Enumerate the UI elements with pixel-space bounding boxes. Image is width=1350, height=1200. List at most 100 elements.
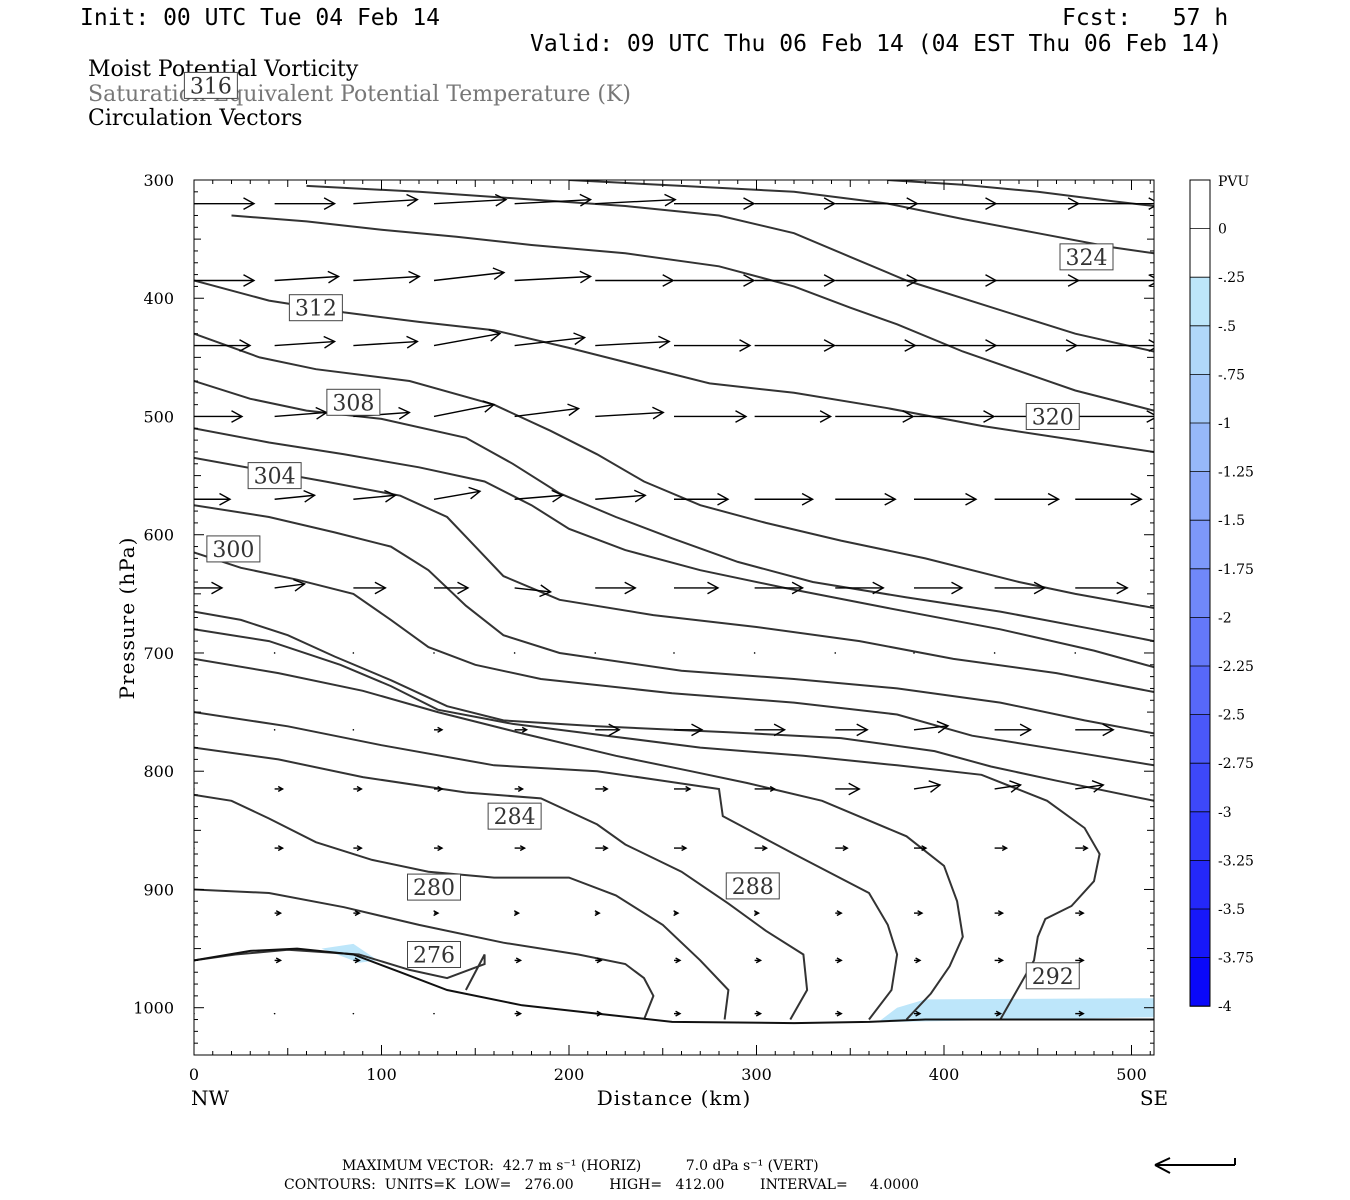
wind-vector xyxy=(754,785,777,793)
contour-label: 316 xyxy=(190,74,232,99)
contour-note: CONTOURS: UNITS=K LOW= 276.00 HIGH= 412.… xyxy=(284,1177,919,1193)
contour-label: 280 xyxy=(413,876,455,901)
wind-vector xyxy=(993,652,996,654)
wind-vector xyxy=(273,652,276,654)
wind-vector xyxy=(194,581,224,595)
wind-vector xyxy=(353,910,361,917)
theta-contour-288 xyxy=(194,746,809,1020)
wind-vector xyxy=(353,335,419,349)
colorbar-tick-label: -2.5 xyxy=(1218,708,1245,724)
wind-vector xyxy=(434,785,444,793)
colorbar-unit: PVU xyxy=(1218,174,1250,190)
colorbar-tick-label: -3.75 xyxy=(1218,951,1254,967)
y-tick-label: 1000 xyxy=(133,999,174,1018)
wind-vector xyxy=(514,584,553,598)
wind-vector xyxy=(754,197,837,211)
wind-vector xyxy=(1075,845,1089,852)
wind-vector xyxy=(514,193,593,207)
wind-vector xyxy=(835,782,861,796)
wind-vector xyxy=(994,780,1023,793)
wind-vector xyxy=(913,780,942,793)
contour-label: 300 xyxy=(212,538,254,563)
wind-vector xyxy=(274,270,341,284)
field-title-pv: Moist Potential Vorticity xyxy=(88,57,359,82)
wind-vector xyxy=(754,492,815,506)
theta-contour-296 xyxy=(194,628,1101,1020)
forecast-hour: Fcst: 57 h xyxy=(1062,5,1229,31)
wind-vector xyxy=(514,332,587,347)
colorbar-tick-label: 0 xyxy=(1218,222,1227,238)
field-title-theta: Saturation Equivalent Potential Temperat… xyxy=(88,82,631,107)
wind-vector xyxy=(753,652,756,654)
y-tick-label: 900 xyxy=(143,880,174,899)
wind-vector xyxy=(433,910,440,917)
wind-vector xyxy=(514,726,529,733)
contour-label: 288 xyxy=(732,875,774,900)
wind-vector xyxy=(753,910,761,917)
wind-vector xyxy=(914,910,924,917)
wind-vector xyxy=(274,957,283,964)
colorbar-tick-label: -1.25 xyxy=(1218,465,1254,481)
contour-label: 276 xyxy=(413,943,455,968)
wind-vector xyxy=(434,581,470,595)
theta-contour-276 xyxy=(194,948,486,991)
wind-vector xyxy=(1075,780,1105,793)
theta-contour-320 xyxy=(194,380,1154,643)
wind-vector xyxy=(194,492,232,506)
wind-vector xyxy=(434,845,444,852)
wind-vector xyxy=(674,274,756,287)
contour-label: 292 xyxy=(1032,965,1074,990)
wind-vector xyxy=(1075,197,1154,211)
colorbar-tick-label: -.25 xyxy=(1218,270,1245,286)
terrain-line xyxy=(194,947,1154,1025)
contour-label-box xyxy=(288,294,343,322)
contour-label-box xyxy=(407,873,461,901)
wind-vector xyxy=(835,581,885,595)
wind-vector xyxy=(595,489,647,503)
wind-vector xyxy=(754,274,837,287)
theta-contour-336 xyxy=(306,184,1154,353)
valid-time: Valid: 09 UTC Thu 06 Feb 14 (04 EST Thu … xyxy=(530,31,1223,57)
contour-label-box xyxy=(1059,243,1114,271)
wind-vector xyxy=(994,339,1079,352)
wind-vector xyxy=(274,489,317,503)
wind-vector xyxy=(352,729,355,731)
wind-vector xyxy=(1075,723,1115,737)
colorbar-swatch xyxy=(1190,277,1210,326)
wind-vector xyxy=(514,489,565,503)
wind-vector xyxy=(1074,652,1077,654)
colorbar-tick-label: -1.5 xyxy=(1218,513,1245,529)
wind-vector xyxy=(914,274,998,287)
wind-vector xyxy=(754,339,837,352)
wind-vector xyxy=(1075,581,1129,595)
wind-vector xyxy=(594,910,601,917)
colorbar-tick-label: -4 xyxy=(1218,999,1232,1015)
wind-vector xyxy=(595,785,609,793)
contour-label-box xyxy=(487,802,542,830)
colorbar-tick-label: -2.75 xyxy=(1218,756,1254,772)
wind-vector xyxy=(914,957,922,964)
pv-region xyxy=(878,998,1154,1022)
wind-vector xyxy=(994,845,1009,852)
wind-vector xyxy=(674,410,748,423)
wind-vector xyxy=(674,723,704,737)
wind-vector xyxy=(433,400,496,418)
wind-vector xyxy=(353,581,387,595)
wind-vector xyxy=(433,267,506,282)
contour-label-box xyxy=(1025,962,1080,990)
colorbar-swatch xyxy=(1190,471,1210,521)
field-title-vectors: Circulation Vectors xyxy=(88,106,303,131)
wind-vector xyxy=(994,492,1061,506)
wind-vector xyxy=(835,723,869,737)
wind-vector xyxy=(194,197,256,211)
colorbar-swatch xyxy=(1190,957,1210,1007)
wind-vector xyxy=(274,785,285,793)
wind-vector xyxy=(595,845,609,852)
wind-vector xyxy=(1075,957,1085,964)
colorbar-swatch xyxy=(1190,714,1210,764)
theta-contour-332 xyxy=(231,214,1154,412)
wind-vector xyxy=(673,652,675,654)
wind-vector xyxy=(433,329,502,347)
wind-vector xyxy=(674,492,730,506)
wind-vector xyxy=(914,410,996,423)
